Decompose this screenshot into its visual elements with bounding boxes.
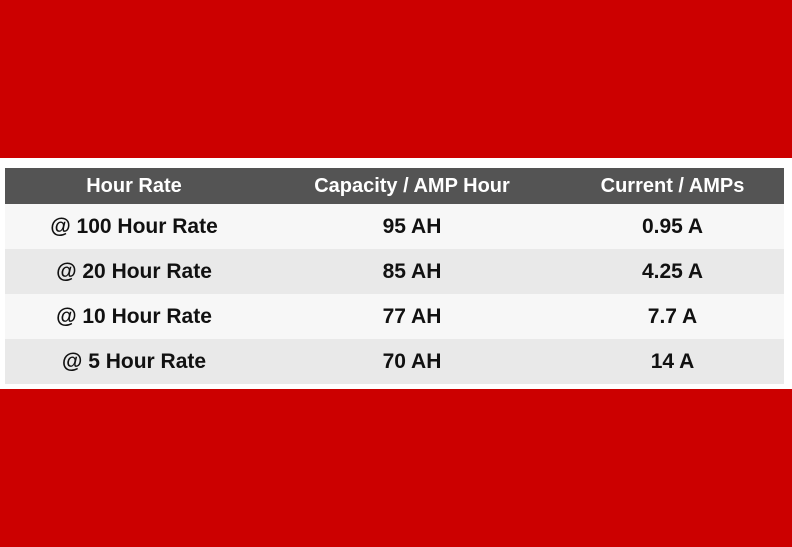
cell-current: 7.7 A [561, 294, 784, 339]
cell-hour-rate: @ 100 Hour Rate [5, 204, 263, 249]
header-capacity: Capacity / AMP Hour [263, 168, 561, 204]
cell-capacity: 85 AH [263, 249, 561, 294]
table-row: @ 5 Hour Rate 70 AH 14 A [5, 339, 784, 384]
cell-current: 4.25 A [561, 249, 784, 294]
rate-table-container: Hour Rate Capacity / AMP Hour Current / … [5, 168, 784, 384]
cell-capacity: 70 AH [263, 339, 561, 384]
table-header-row: Hour Rate Capacity / AMP Hour Current / … [5, 168, 784, 204]
header-hour-rate: Hour Rate [5, 168, 263, 204]
cell-hour-rate: @ 5 Hour Rate [5, 339, 263, 384]
cell-capacity: 95 AH [263, 204, 561, 249]
cell-hour-rate: @ 10 Hour Rate [5, 294, 263, 339]
table-row: @ 10 Hour Rate 77 AH 7.7 A [5, 294, 784, 339]
cell-current: 14 A [561, 339, 784, 384]
table-row: @ 20 Hour Rate 85 AH 4.25 A [5, 249, 784, 294]
battery-rate-table: Hour Rate Capacity / AMP Hour Current / … [5, 168, 784, 384]
header-current: Current / AMPs [561, 168, 784, 204]
table-row: @ 100 Hour Rate 95 AH 0.95 A [5, 204, 784, 249]
cell-current: 0.95 A [561, 204, 784, 249]
top-red-band [0, 0, 792, 158]
cell-hour-rate: @ 20 Hour Rate [5, 249, 263, 294]
cell-capacity: 77 AH [263, 294, 561, 339]
bottom-red-band [0, 389, 792, 547]
